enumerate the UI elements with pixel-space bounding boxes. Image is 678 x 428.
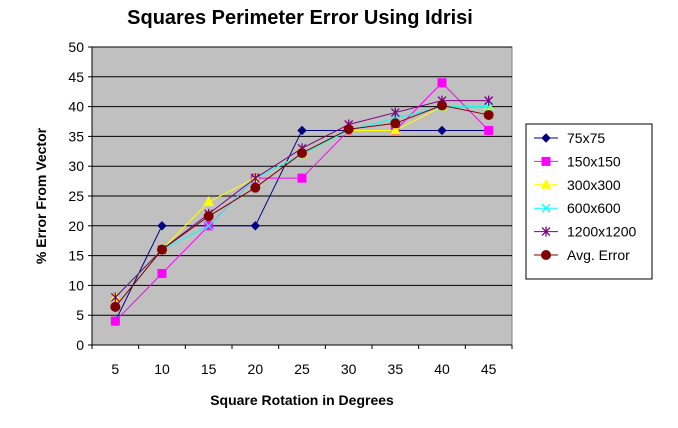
data-point xyxy=(250,182,261,193)
series-group xyxy=(110,78,494,326)
data-point xyxy=(250,173,260,184)
data-point xyxy=(157,268,167,278)
y-tick-label: 25 xyxy=(68,188,84,204)
y-tick-label: 40 xyxy=(68,99,84,115)
data-point xyxy=(390,107,400,118)
x-tick-label: 45 xyxy=(481,361,497,377)
data-point xyxy=(157,244,167,255)
data-point xyxy=(484,125,494,135)
data-point xyxy=(203,195,214,206)
legend-item: 150x150 xyxy=(534,153,621,169)
legend-item: 75x75 xyxy=(534,130,605,146)
x-tick-label: 30 xyxy=(341,361,357,377)
data-point xyxy=(483,109,494,120)
axes: 0 5 10 15 20 25 30 35 40 45 50 5 10 15 20 25 30 35 40 45 xyxy=(68,39,513,377)
data-point xyxy=(437,100,447,111)
data-point xyxy=(203,211,214,222)
data-point xyxy=(541,250,551,260)
x-tick-label: 5 xyxy=(111,361,119,377)
data-point xyxy=(297,125,307,136)
y-tick-label: 50 xyxy=(68,39,84,55)
y-tick-label: 35 xyxy=(68,128,84,144)
y-tick-label: 45 xyxy=(68,69,84,85)
data-point xyxy=(250,221,261,231)
data-point xyxy=(541,133,551,143)
data-point xyxy=(540,178,552,189)
legend-label: 1200x1200 xyxy=(567,224,637,240)
data-point xyxy=(437,78,447,88)
y-axis-label: % Error From Vector xyxy=(33,127,49,264)
x-axis-label: Square Rotation in Degrees xyxy=(210,392,394,408)
legend-item: 300x300 xyxy=(534,177,621,193)
data-point xyxy=(204,221,214,231)
series-5 xyxy=(110,100,494,312)
y-tick-label: 5 xyxy=(76,307,84,323)
y-tick-label: 30 xyxy=(68,158,84,174)
marker-stroke xyxy=(204,221,214,231)
data-point xyxy=(110,316,120,326)
data-point xyxy=(541,203,551,213)
data-point xyxy=(110,301,121,312)
legend-label: 600x600 xyxy=(567,200,621,216)
data-point xyxy=(437,125,447,136)
data-point xyxy=(110,292,120,303)
data-point xyxy=(390,118,401,129)
legend-label: 150x150 xyxy=(567,153,621,169)
x-tick-label: 35 xyxy=(388,361,404,377)
data-point xyxy=(541,156,551,166)
y-tick-label: 0 xyxy=(76,337,84,353)
x-tick-label: 25 xyxy=(294,361,310,377)
x-tick-label: 15 xyxy=(201,361,217,377)
legend-item: 600x600 xyxy=(534,200,621,216)
legend: 75x75 150x150 300x300 600x600 1200x1200 Avg. … xyxy=(525,123,653,280)
legend-item: Avg. Error xyxy=(534,247,630,263)
legend-item: 1200x1200 xyxy=(534,224,637,240)
x-tick-label: 40 xyxy=(434,361,450,377)
legend-label: Avg. Error xyxy=(567,247,630,263)
data-point xyxy=(297,148,307,159)
data-point xyxy=(343,124,354,135)
y-tick-label: 10 xyxy=(68,277,84,293)
y-tick-label: 20 xyxy=(68,218,84,234)
legend-label: 75x75 xyxy=(567,130,605,146)
data-point xyxy=(390,124,401,135)
marker-stroke xyxy=(541,203,551,213)
x-tick-label: 20 xyxy=(248,361,264,377)
data-point xyxy=(484,95,494,106)
chart-title: Squares Perimeter Error Using Idrisi xyxy=(127,7,473,29)
legend-label: 300x300 xyxy=(567,177,621,193)
y-tick-label: 15 xyxy=(68,248,84,264)
data-point xyxy=(157,221,167,231)
data-point xyxy=(541,226,551,237)
data-point xyxy=(297,173,307,183)
x-tick-label: 10 xyxy=(154,361,170,377)
legend-box xyxy=(525,123,653,280)
